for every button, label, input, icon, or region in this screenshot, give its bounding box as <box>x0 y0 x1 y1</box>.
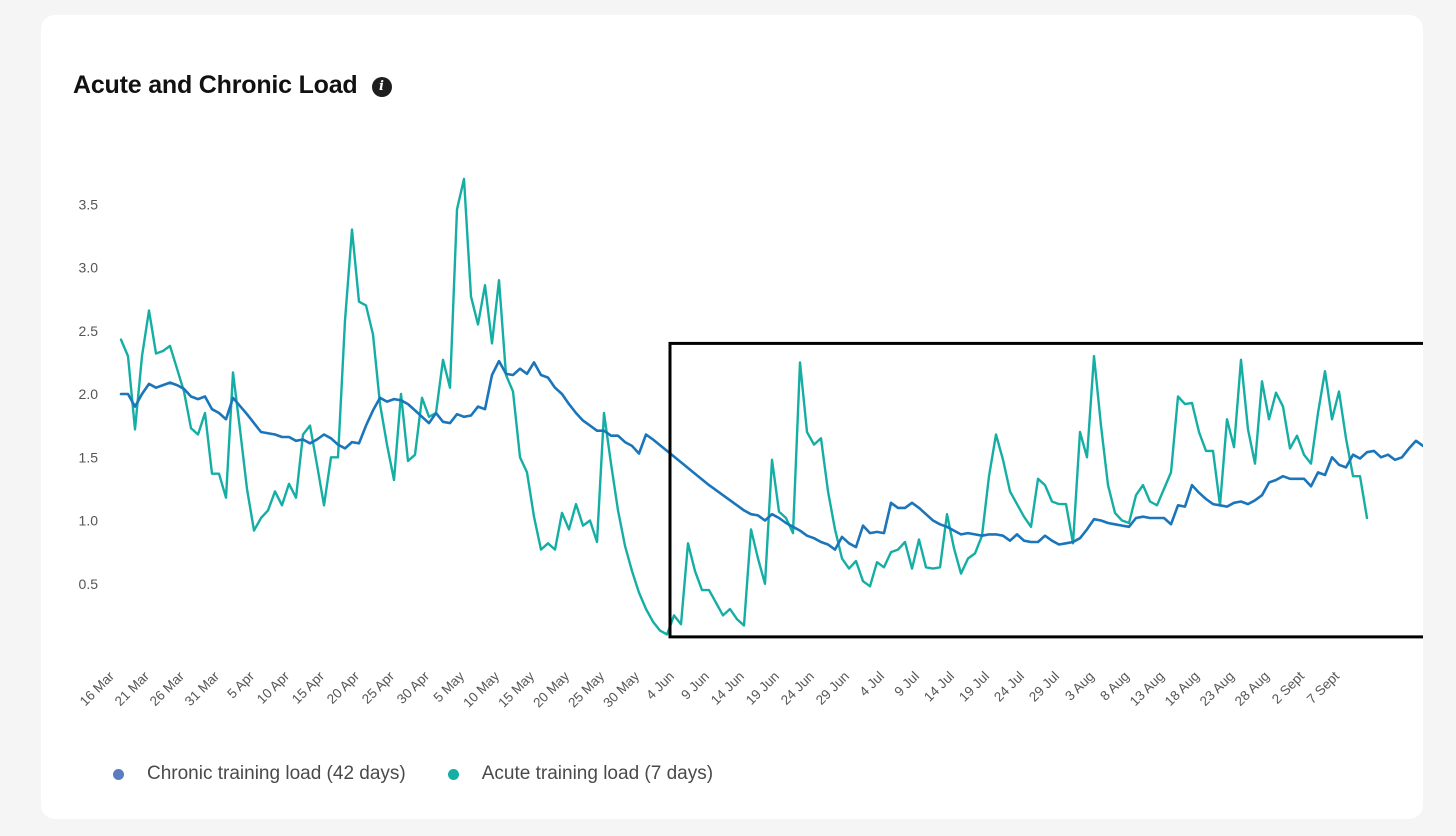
x-tick-label: 14 Jun <box>708 669 747 708</box>
series-line-chronic <box>119 359 1423 551</box>
legend-dot-acute <box>447 768 459 780</box>
series-line-acute <box>119 177 1369 636</box>
title-row: Acute and Chronic Load i <box>73 71 392 100</box>
y-tick-label: 3.0 <box>79 260 99 276</box>
x-tick-label: 21 Mar <box>112 668 153 709</box>
x-tick-label: 10 Apr <box>254 668 293 707</box>
x-tick-label: 9 Jul <box>891 669 922 700</box>
x-tick-label: 4 Jun <box>643 669 677 703</box>
legend-item-chronic[interactable]: Chronic training load (42 days) <box>113 763 406 785</box>
x-tick-label: 20 Apr <box>324 668 363 707</box>
x-tick-label: 19 Jun <box>743 669 782 708</box>
y-tick-label: 1.5 <box>79 449 99 465</box>
x-tick-label: 15 Apr <box>289 668 328 707</box>
x-tick-label: 19 Jul <box>956 669 992 705</box>
x-tick-label: 25 Apr <box>359 668 398 707</box>
x-tick-label: 4 Jul <box>856 669 887 700</box>
legend-item-acute[interactable]: Acute training load (7 days) <box>447 763 714 785</box>
info-icon[interactable]: i <box>371 76 392 97</box>
x-tick-label: 3 Aug <box>1062 669 1097 704</box>
x-tick-label: 10 May <box>460 668 502 710</box>
legend-label-chronic: Chronic training load (42 days) <box>147 763 406 784</box>
x-tick-label: 25 May <box>565 668 607 710</box>
x-tick-label: 29 Jul <box>1026 669 1062 705</box>
y-tick-label: 0.5 <box>79 576 99 592</box>
x-tick-label: 24 Jun <box>778 669 817 708</box>
legend: Chronic training load (42 days) Acute tr… <box>113 763 755 785</box>
y-tick-label: 2.0 <box>79 386 99 402</box>
x-tick-label: 23 Aug <box>1197 669 1237 709</box>
x-tick-label: 24 Jul <box>991 669 1027 705</box>
x-tick-label: 16 Mar <box>77 668 118 709</box>
x-tick-label: 5 Apr <box>224 668 257 701</box>
x-tick-label: 14 Jul <box>921 669 957 705</box>
x-tick-label: 30 Apr <box>394 668 433 707</box>
x-tick-label: 13 Aug <box>1127 669 1167 709</box>
x-tick-label: 30 May <box>600 668 642 710</box>
x-tick-label: 7 Sept <box>1304 668 1342 706</box>
legend-label-acute: Acute training load (7 days) <box>481 763 714 784</box>
x-tick-label: 26 Mar <box>147 668 188 709</box>
chart-card: Acute and Chronic Load i 0.5 1.0 1.5 2.0 2.5… <box>41 15 1423 819</box>
x-tick-label: 2 Sept <box>1269 668 1307 706</box>
y-tick-label: 3.5 <box>79 196 99 212</box>
x-tick-label: 31 Mar <box>182 668 223 709</box>
x-tick-label: 15 May <box>495 668 537 710</box>
x-tick-label: 20 May <box>530 668 572 710</box>
y-tick-label: 2.5 <box>79 323 99 339</box>
x-tick-label: 28 Aug <box>1232 669 1272 709</box>
legend-dot-chronic <box>113 768 124 780</box>
x-tick-label: 29 Jun <box>813 669 852 708</box>
x-tick-label: 18 Aug <box>1162 669 1202 709</box>
chart-title: Acute and Chronic Load <box>73 71 358 99</box>
highlight-box <box>668 341 1423 639</box>
y-tick-label: 1.0 <box>79 513 99 529</box>
